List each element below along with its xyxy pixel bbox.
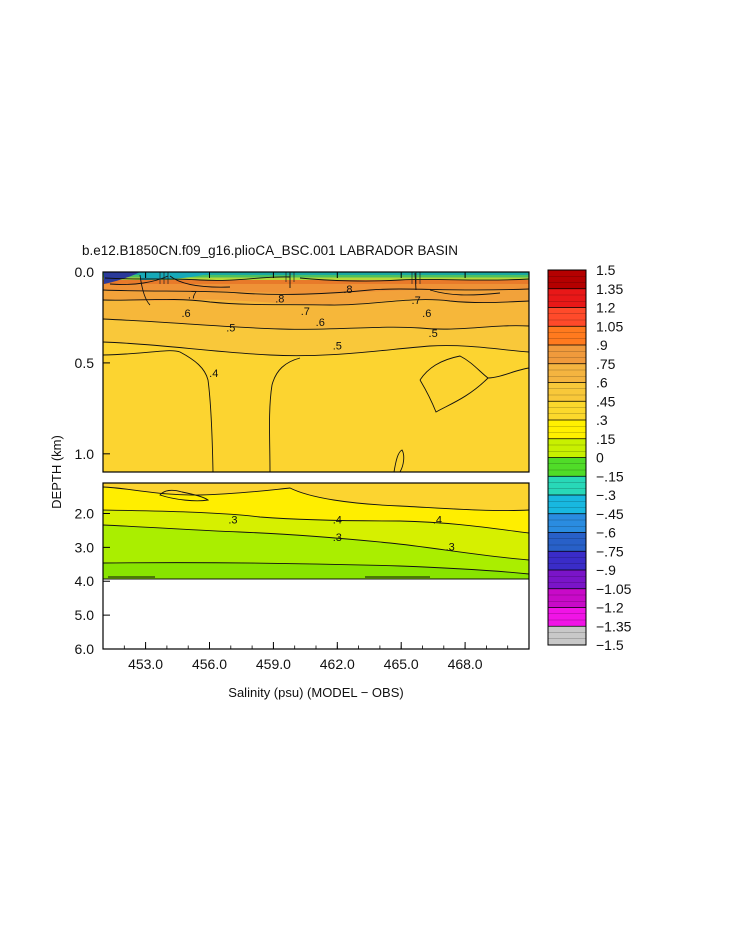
colorbar-label: −1.35: [596, 618, 632, 634]
y-tick-label: 3.0: [75, 539, 95, 555]
contour-label: .6: [422, 308, 431, 320]
colorbar-label: .15: [596, 431, 616, 447]
colorbar: [547, 269, 587, 646]
colorbar-bin: [548, 307, 586, 327]
colorbar-label: −.75: [596, 543, 624, 559]
colorbar-label: 1.35: [596, 281, 623, 297]
colorbar-bin: [548, 401, 586, 421]
contour-label: .3: [228, 514, 237, 526]
x-axis-label: Salinity (psu) (MODEL − OBS): [228, 685, 403, 700]
y-tick-label: 6.0: [75, 641, 95, 657]
colorbar-label: −.6: [596, 525, 616, 541]
y-tick-label: 0.0: [75, 264, 95, 280]
y-tick-label: 5.0: [75, 607, 95, 623]
surface-band-2: [103, 277, 529, 280]
colorbar-frame: [547, 269, 587, 646]
contour-label: .4: [333, 514, 342, 526]
colorbar-bin: [548, 326, 586, 346]
x-tick-label: 462.0: [320, 656, 355, 672]
lower-fill-045: [103, 483, 529, 511]
surface-dip-left-2: [140, 272, 215, 280]
colorbar-label: .45: [596, 393, 616, 409]
colorbar-bin: [548, 495, 586, 515]
y-tick-label: 2.0: [75, 505, 95, 521]
y-tick-label: 1.0: [75, 446, 95, 462]
colorbar-label: −1.05: [596, 581, 632, 597]
colorbar-bin: [548, 270, 586, 290]
upper-panel: .8.8.7.7.7.6.6.6.5.5.5.4: [103, 272, 529, 472]
surface-band-0: [103, 272, 529, 275]
y-tick-label: 4.0: [75, 573, 95, 589]
colorbar-bin: [548, 420, 586, 440]
colorbar-label: −.15: [596, 468, 624, 484]
surface-ticks: [159, 272, 421, 284]
colorbar-bin: [548, 345, 586, 365]
upper-contours: [103, 272, 529, 472]
lower-contours: [103, 486, 529, 580]
x-tick-label: 453.0: [128, 656, 163, 672]
upper-panel-frame: [102, 271, 530, 473]
y-tick-label: 0.5: [75, 355, 95, 371]
colorbar-bin: [548, 457, 586, 477]
lower-panel: .4 .4 .3 .3 .3: [103, 483, 529, 649]
x-tick-label: 468.0: [448, 656, 483, 672]
colorbar-label: −1.5: [596, 637, 624, 653]
contour-label: .3: [333, 532, 342, 544]
colorbar-bin: [548, 626, 586, 646]
x-tick-label: 459.0: [256, 656, 291, 672]
colorbar-bin: [548, 476, 586, 496]
x-tick-label: 456.0: [192, 656, 227, 672]
y-axis-label: DEPTH (km): [49, 435, 64, 509]
lower-fill-deep: [103, 562, 529, 579]
colorbar-label: 1.2: [596, 300, 616, 316]
upper-contour-labels: .8.8.7.7.7.6.6.6.5.5.5.4: [181, 284, 438, 380]
colorbar-label: 1.5: [596, 262, 616, 278]
colorbar-label: .6: [596, 375, 608, 391]
contour-label: .3: [446, 541, 455, 553]
x-axis: 453.0 456.0 459.0 462.0 465.0 468.0: [123, 272, 509, 672]
contour-label: .5: [226, 322, 235, 334]
contour-label: .8: [343, 284, 352, 296]
colorbar-label: −.9: [596, 562, 616, 578]
surface-band-1: [103, 275, 529, 278]
contour-label: .7: [188, 290, 197, 302]
contour-label: .8: [275, 293, 284, 305]
y-axis: 0.0 0.5 1.0 2.0 3.0 4.0 5.0 6.0: [75, 264, 110, 657]
contour-label: .6: [316, 317, 325, 329]
contour-label: .6: [181, 308, 190, 320]
contour-label: .5: [429, 328, 438, 340]
colorbar-label: −.45: [596, 506, 624, 522]
colorbar-bin: [548, 513, 586, 533]
colorbar-label: .75: [596, 356, 616, 372]
colorbar-bin: [548, 288, 586, 308]
contour-label: .7: [301, 306, 310, 318]
colorbar-bin: [548, 438, 586, 458]
surface-dip-left: [104, 272, 140, 284]
colorbar-label: .9: [596, 337, 608, 353]
contour-label: .5: [333, 341, 342, 353]
colorbar-bin: [548, 570, 586, 590]
colorbar-label: 1.05: [596, 318, 623, 334]
colorbar-bin: [548, 363, 586, 383]
colorbar-bin: [548, 532, 586, 552]
contour-label: .4: [433, 514, 442, 526]
colorbar-bin: [548, 382, 586, 402]
colorbar-labels: 1.5 1.35 1.2 1.05 .9 .75 .6 .45 .3 .15 0 −.15 −.3 −.4…: [596, 262, 632, 653]
contour-label: .7: [412, 295, 421, 307]
colorbar-label: −1.2: [596, 600, 624, 616]
chart-title: b.e12.B1850CN.f09_g16.plioCA_BSC.001 LAB…: [82, 243, 458, 258]
colorbar-label: .3: [596, 412, 608, 428]
colorbar-bin: [548, 607, 586, 627]
lower-contour-labels: .4 .4 .3 .3 .3: [228, 514, 455, 553]
x-tick-label: 465.0: [384, 656, 419, 672]
colorbar-label: −.3: [596, 487, 616, 503]
colorbar-bin: [548, 588, 586, 608]
colorbar-bin: [548, 551, 586, 571]
contour-label: .4: [209, 368, 218, 380]
lower-empty: [103, 579, 529, 649]
colorbar-label: 0: [596, 450, 604, 466]
